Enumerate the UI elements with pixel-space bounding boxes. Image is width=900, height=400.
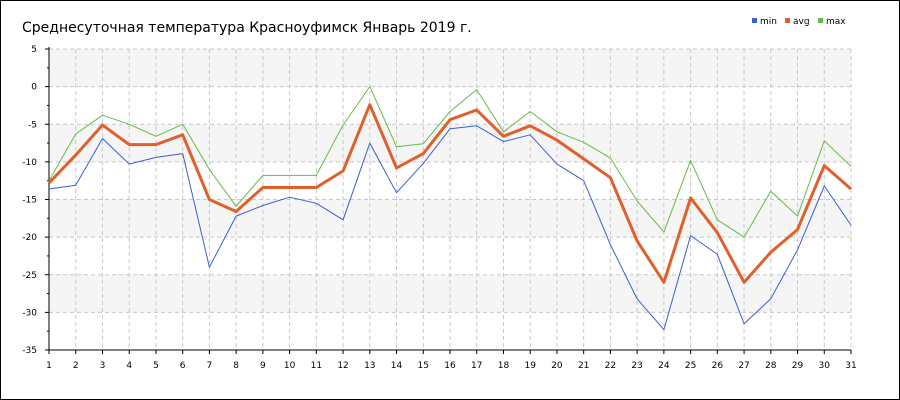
series-line-max (48, 86, 852, 238)
x-tick-label: 21 (578, 361, 589, 371)
x-tick-label: 26 (712, 361, 724, 371)
x-tick-label: 17 (471, 361, 482, 371)
x-axis-ticks: 1 2 3 4 5 6 7 8 9 10 11 12 13 14 15 16 17 18 19 20 21 22 23 24 2… (46, 350, 857, 371)
x-tick-label: 29 (792, 361, 804, 371)
x-tick-label: 20 (551, 361, 563, 371)
y-tick-label: -30 (22, 308, 37, 318)
y-tick-label: -10 (22, 158, 37, 168)
x-tick-label: 2 (73, 361, 79, 371)
legend-swatch-avg (785, 18, 790, 23)
series-lines (47, 86, 852, 331)
x-tick-label: 22 (605, 361, 616, 371)
legend-label-avg: avg (793, 17, 810, 27)
y-tick-label: -35 (22, 346, 37, 356)
x-tick-label: 1 (46, 361, 52, 371)
y-tick-label: -15 (22, 196, 37, 206)
x-tick-label: 25 (685, 361, 696, 371)
x-tick-label: 9 (260, 361, 266, 371)
y-tick-label: -25 (22, 271, 37, 281)
x-tick-label: 23 (631, 361, 642, 371)
x-tick-label: 15 (418, 361, 429, 371)
x-tick-label: 6 (180, 361, 186, 371)
y-axis-ticks: 5 0 -5 -10 -15 -20 -25 -30 -35 (22, 45, 49, 356)
x-tick-label: 8 (233, 361, 239, 371)
x-tick-label: 19 (524, 361, 536, 371)
legend-swatch-min (752, 18, 757, 23)
x-tick-label: 11 (311, 361, 322, 371)
x-tick-label: 5 (153, 361, 159, 371)
plot-band (49, 161, 851, 200)
x-tick-label: 28 (765, 361, 777, 371)
legend-label-min: min (760, 17, 777, 27)
x-tick-label: 16 (444, 361, 456, 371)
legend-label-max: max (826, 17, 846, 27)
series-line-min (48, 125, 852, 331)
x-tick-label: 7 (207, 361, 213, 371)
x-tick-label: 30 (819, 361, 831, 371)
y-tick-label: -20 (22, 233, 37, 243)
x-tick-label: 24 (658, 361, 670, 371)
series-line-avg (47, 103, 852, 284)
x-tick-label: 14 (391, 361, 403, 371)
axes (45, 47, 851, 354)
legend-swatch-max (818, 18, 823, 23)
x-tick-label: 27 (738, 361, 749, 371)
y-tick-label: 5 (31, 45, 37, 55)
y-tick-label: 0 (31, 83, 37, 93)
x-tick-label: 12 (337, 361, 348, 371)
y-tick-label: -5 (28, 120, 37, 130)
x-tick-label: 4 (126, 361, 132, 371)
x-tick-label: 3 (100, 361, 106, 371)
chart-title: Среднесуточная температура Красноуфимск … (22, 20, 472, 36)
x-tick-label: 10 (284, 361, 296, 371)
x-tick-label: 18 (498, 361, 510, 371)
legend: min avg max (752, 17, 846, 27)
x-tick-label: 31 (845, 361, 856, 371)
x-tick-label: 13 (364, 361, 375, 371)
